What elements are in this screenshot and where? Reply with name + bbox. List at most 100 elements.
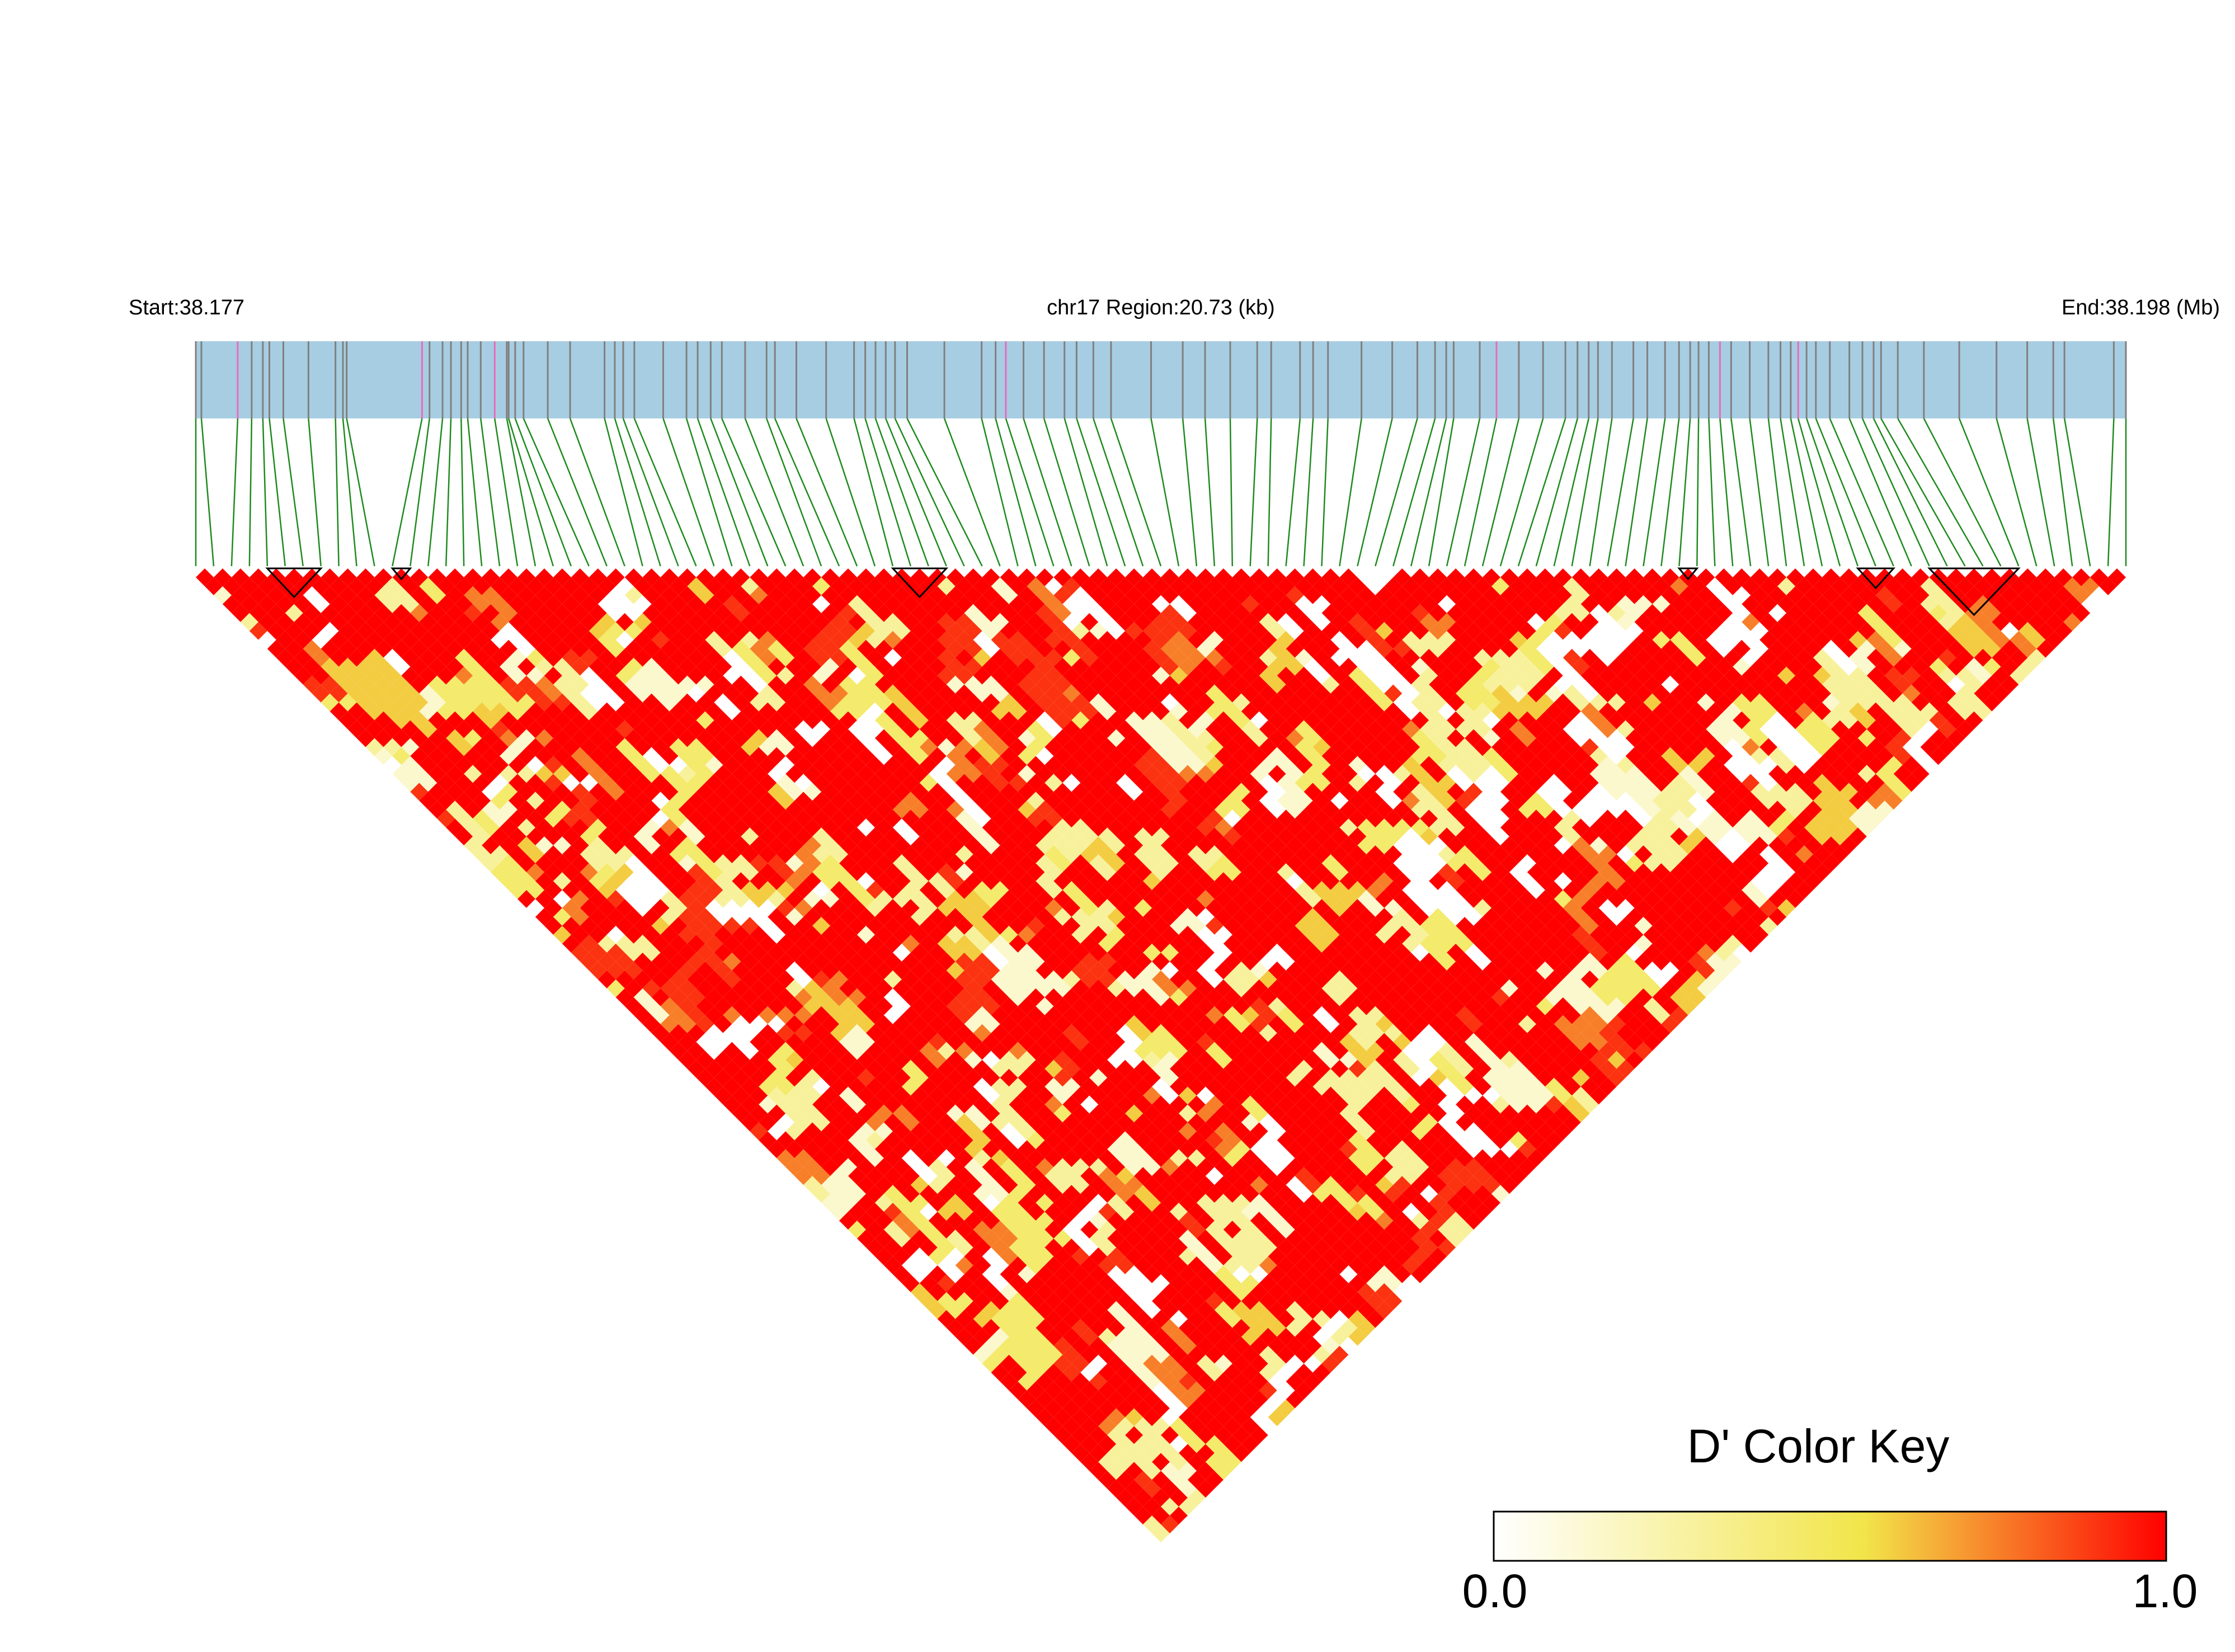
ld-cell [2018,657,2037,676]
ld-cell [1920,756,1938,774]
snp-connector [569,418,625,567]
ld-cell [1402,952,1420,971]
ld-cell [1330,774,1349,792]
ld-cell [1009,774,1027,792]
ld-cell [1366,630,1385,649]
ld-cell [401,648,420,667]
ld-cell [1125,818,1144,837]
ld-cell [517,568,535,586]
ld-cell [347,666,366,685]
ld-cell [1312,916,1331,935]
ld-cell [1554,675,1572,694]
ld-cell [1491,934,1509,953]
snp-connector [1643,418,1666,567]
ld-cell [687,756,705,774]
ld-cell [1420,756,1438,774]
ld-cell [1268,657,1286,676]
ld-cell [901,916,920,935]
ld-cell [1465,675,1483,694]
ld-cell [455,738,473,756]
ld-cell [500,711,517,729]
ld-cell [615,792,634,810]
ld-cell [830,756,848,774]
ld-cell [1429,854,1447,873]
ld-cell [901,1077,920,1096]
ld-cell [2063,613,2082,631]
ld-cell [1688,774,1706,792]
snp-connector [1607,418,1634,567]
ld-cell [562,756,580,774]
ld-cell [865,934,884,953]
ld-cell [526,648,544,667]
ld-cell [803,872,822,891]
ld-cell [1107,872,1126,891]
ld-cell [848,1113,866,1132]
ld-cell [1536,657,1554,676]
ld-cell [1715,657,1733,676]
ld-cell [723,916,741,935]
ld-cell [1098,934,1117,953]
ld-cell [1822,818,1840,837]
snp-connector [2063,418,2091,567]
ld-cell [919,899,938,917]
ld-cell [365,648,384,667]
ld-cell [1205,756,1224,774]
ld-cell [830,774,848,792]
ld-cell [365,720,384,738]
ld-cell [883,792,902,810]
ld-cell [1169,630,1188,649]
ld-cell [1742,774,1760,792]
ld-cell [687,630,705,649]
ld-cell [1402,577,1420,595]
ld-cell [330,595,348,613]
ld-cell [1339,675,1358,694]
ld-cell [1795,577,1813,595]
ld-cell [2045,595,2064,613]
ld-cell [821,675,839,694]
ld-cell [848,934,866,953]
ld-cell [955,630,973,649]
ld-cell [347,720,366,738]
ld-cell [1983,693,2001,712]
ld-cell [1474,595,1491,613]
ld-cell [1080,630,1099,649]
ld-cell [1098,952,1117,971]
ld-cell [347,630,366,649]
ld-cell [1607,711,1626,729]
ld-cell [1295,792,1313,810]
ld-cell [705,738,723,756]
ld-cell [615,988,634,1006]
ld-cell [991,1077,1009,1096]
ld-cell [794,952,813,971]
ld-cell [839,818,857,837]
ld-cell [1339,1033,1358,1051]
ld-cell [1277,613,1295,631]
ld-cell [848,952,866,971]
ld-cell [1161,711,1179,729]
ld-cell [1661,836,1679,855]
ld-cell [1456,952,1474,971]
ld-cell [768,1033,786,1051]
ld-cell [642,854,661,873]
ld-cell [356,604,375,622]
ld-cell [1187,952,1206,971]
ld-cell [526,630,544,649]
ld-cell [1205,1095,1224,1114]
ld-cell [464,711,482,729]
ld-cell [1036,979,1054,997]
ld-cell [1589,711,1608,729]
ld-cell [714,872,732,891]
ld-cell [571,818,589,837]
ld-cell [1009,899,1027,917]
ld-cell [732,854,750,873]
ld-cell [830,1060,848,1078]
ld-cell [1089,979,1108,997]
ld-cell [1420,1060,1438,1078]
ld-cell [294,648,312,667]
ld-cell [294,595,312,613]
ld-cell [1000,1033,1018,1051]
ld-cell [455,648,473,667]
ld-cell [1098,613,1117,631]
ld-cell [705,1060,723,1078]
ld-cell [1768,818,1787,837]
